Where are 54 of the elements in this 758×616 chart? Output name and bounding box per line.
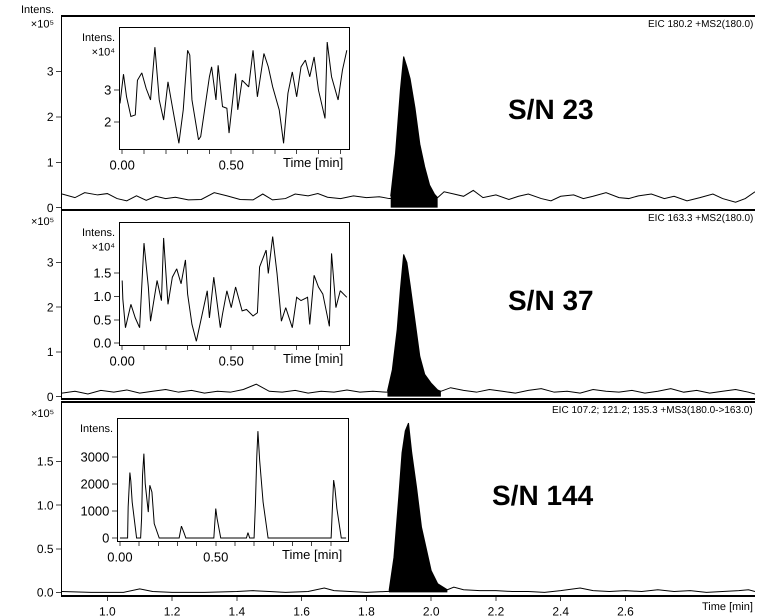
x-tick-label: 2.0 — [422, 604, 440, 616]
x-tick-label: 1.8 — [358, 604, 376, 616]
y-tick-label: 0.0 — [93, 336, 112, 351]
y-tick-label: 1.5 — [93, 266, 112, 281]
x-tick-label: 0.00 — [107, 550, 133, 565]
x-tick-label: 0.50 — [218, 354, 244, 369]
x-tick-label: 2.2 — [488, 604, 505, 616]
x-tick-label: 0.00 — [110, 354, 135, 369]
x-tick-label: 1.2 — [164, 604, 181, 616]
y-tick-label: 3 — [46, 64, 54, 79]
x-axis-title: Time [min] — [702, 601, 753, 613]
x-axis-title: Time [min] — [283, 351, 344, 366]
y-tick-label: 3000 — [80, 449, 110, 464]
annotation: S/N 37 — [508, 285, 594, 316]
chart-title: EIC 163.3 +MS2(180.0) — [648, 213, 754, 224]
y-tick-label: 1 — [46, 155, 54, 170]
x-tick-label: 1.4 — [228, 604, 246, 616]
x-tick-label: 2.6 — [617, 604, 634, 616]
annotation: S/N 23 — [508, 94, 594, 125]
x-tick-label: 1.6 — [293, 604, 310, 616]
y-axis-title: Intens. ×10⁴ — [82, 32, 116, 58]
y-tick-label: 1.0 — [93, 288, 112, 304]
y-tick-label: 0.0 — [36, 586, 54, 600]
y-tick-label: 2 — [46, 110, 54, 124]
y-tick-label: 0 — [46, 200, 54, 215]
y-tick-label: 0 — [46, 390, 54, 404]
x-tick-label: 0.00 — [110, 158, 135, 173]
y-axis-title: ×10⁵ — [31, 408, 54, 420]
y-tick-label: 3 — [46, 256, 54, 270]
y-tick-label: 3 — [104, 82, 112, 98]
x-tick-label: 0.50 — [218, 158, 244, 173]
y-axis-title: ×10⁵ — [31, 216, 54, 228]
x-tick-label: 2.4 — [552, 604, 570, 616]
y-tick-label: 0 — [102, 530, 110, 546]
chart-title: EIC 107.2; 121.2; 135.3 +MS3(180.0->163.0) — [552, 405, 753, 416]
y-axis-title: Intens. ×10⁴ — [82, 227, 116, 254]
y-tick-label: 1.0 — [36, 498, 54, 512]
x-axis-title: Time [min] — [282, 547, 342, 562]
line-series — [119, 430, 347, 539]
y-tick-label: 2000 — [80, 476, 110, 492]
y-tick-label: 1000 — [80, 504, 110, 519]
line-series — [122, 236, 348, 342]
chart-title: EIC 180.2 +MS2(180.0) — [648, 19, 754, 30]
y-tick-label: 0.5 — [93, 312, 112, 328]
y-axis-title: Intens. ×10⁵ — [21, 4, 54, 30]
y-tick-label: 1.5 — [36, 454, 54, 469]
y-tick-label: 2 — [46, 300, 54, 314]
y-axis-title: Intens. — [80, 423, 114, 435]
annotation: S/N 144 — [492, 480, 594, 511]
y-tick-label: 1 — [46, 345, 54, 360]
y-tick-label: 0.5 — [36, 542, 54, 556]
x-tick-label: 0.50 — [203, 550, 228, 565]
x-axis-title: Time [min] — [283, 155, 344, 170]
y-tick-label: 2 — [104, 114, 112, 130]
